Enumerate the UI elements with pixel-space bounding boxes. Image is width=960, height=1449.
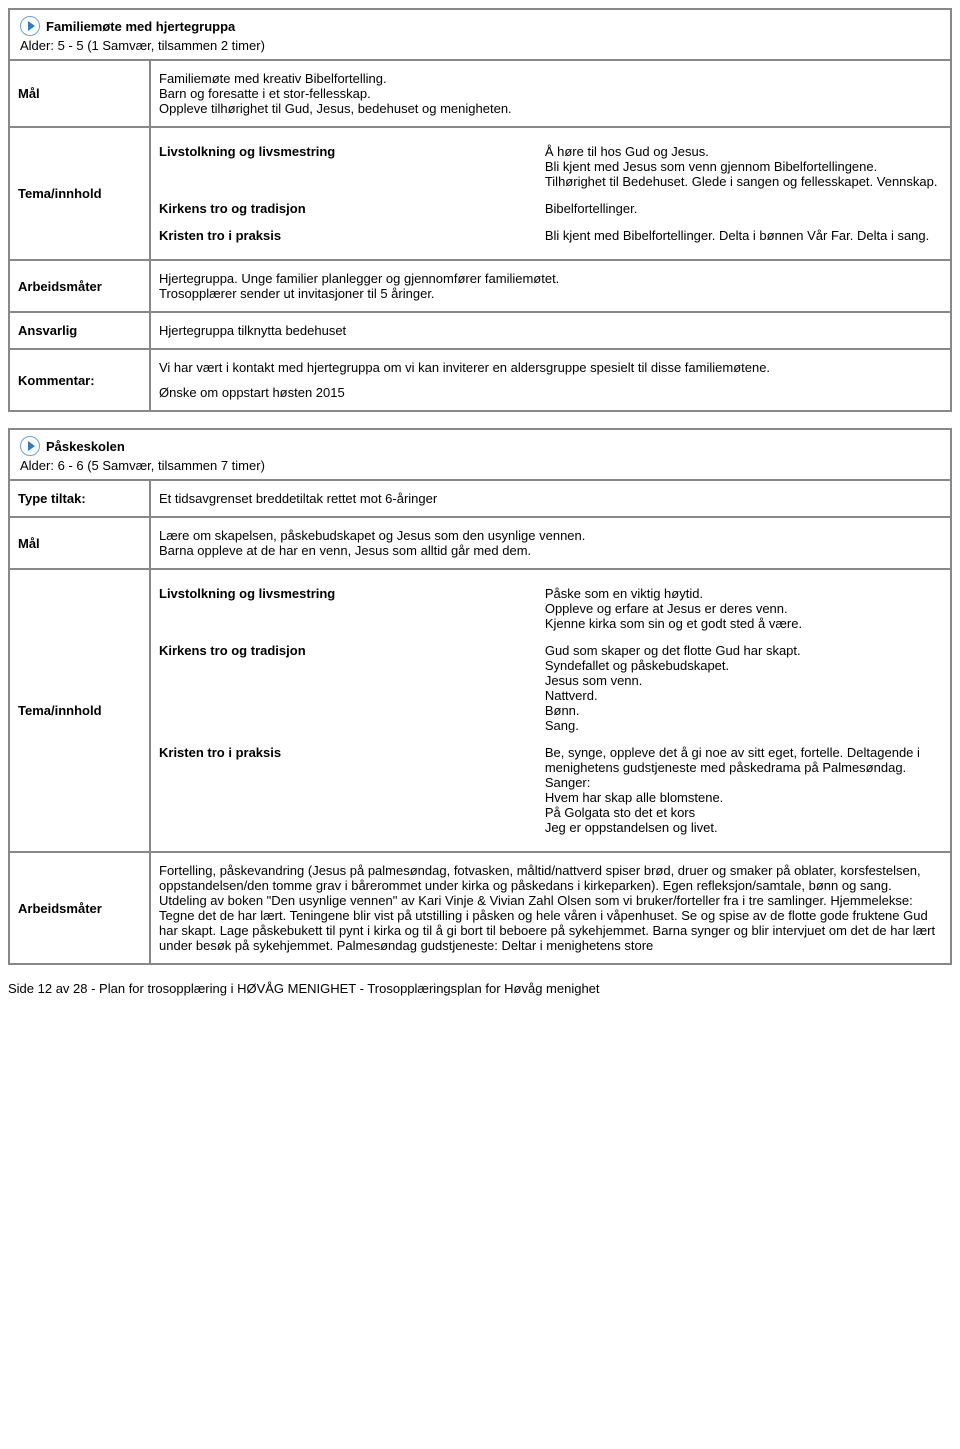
pair-left: Kristen tro i praksis: [159, 739, 535, 841]
content-mal: Familiemøte med kreativ Bibelfortelling.…: [150, 61, 950, 127]
section-header: Familiemøte med hjertegruppa Alder: 5 - …: [10, 10, 950, 61]
row-mal: Mål Lære om skapelsen, påskebudskapet og…: [10, 517, 950, 569]
label-type: Type tiltak:: [10, 481, 150, 517]
play-icon[interactable]: [20, 16, 40, 36]
row-type: Type tiltak: Et tidsavgrenset breddetilt…: [10, 481, 950, 517]
pair-right: Påske som en viktig høytid. Oppleve og e…: [535, 580, 942, 637]
section-title: Påskeskolen: [46, 439, 125, 454]
content-table: Mål Familiemøte med kreativ Bibelfortell…: [10, 61, 950, 410]
content-tema: Livstolkning og livsmestring Å høre til …: [150, 127, 950, 260]
tema-pair: Livstolkning og livsmestring Påske som e…: [159, 580, 942, 637]
pair-right: Gud som skaper og det flotte Gud har ska…: [535, 637, 942, 739]
tema-pair: Kirkens tro og tradisjon Gud som skaper …: [159, 637, 942, 739]
pair-right: Å høre til hos Gud og Jesus. Bli kjent m…: [535, 138, 942, 195]
section-familiemote: Familiemøte med hjertegruppa Alder: 5 - …: [8, 8, 952, 412]
section-title-row: Påskeskolen: [20, 436, 940, 456]
kommentar-para2: Ønske om oppstart høsten 2015: [159, 385, 942, 400]
pair-right: Bli kjent med Bibelfortellinger. Delta i…: [535, 222, 942, 249]
content-tema: Livstolkning og livsmestring Påske som e…: [150, 569, 950, 852]
row-ansvarlig: Ansvarlig Hjertegruppa tilknytta bedehus…: [10, 312, 950, 349]
section-title-row: Familiemøte med hjertegruppa: [20, 16, 940, 36]
pair-left: Kirkens tro og tradisjon: [159, 195, 535, 222]
content-ansvarlig: Hjertegruppa tilknytta bedehuset: [150, 312, 950, 349]
label-mal: Mål: [10, 61, 150, 127]
tema-pair: Kristen tro i praksis Bli kjent med Bibe…: [159, 222, 942, 249]
tema-pair: Livstolkning og livsmestring Å høre til …: [159, 138, 942, 195]
pair-left: Livstolkning og livsmestring: [159, 138, 535, 195]
content-mal: Lære om skapelsen, påskebudskapet og Jes…: [150, 517, 950, 569]
page-footer: Side 12 av 28 - Plan for trosopplæring i…: [8, 981, 952, 996]
pair-left: Livstolkning og livsmestring: [159, 580, 535, 637]
content-arbeidsmater: Hjertegruppa. Unge familier planlegger o…: [150, 260, 950, 312]
section-subtitle: Alder: 5 - 5 (1 Samvær, tilsammen 2 time…: [20, 38, 940, 53]
row-mal: Mål Familiemøte med kreativ Bibelfortell…: [10, 61, 950, 127]
label-arbeidsmater: Arbeidsmåter: [10, 852, 150, 963]
pair-left: Kristen tro i praksis: [159, 222, 535, 249]
label-tema: Tema/innhold: [10, 127, 150, 260]
label-ansvarlig: Ansvarlig: [10, 312, 150, 349]
pair-left: Kirkens tro og tradisjon: [159, 637, 535, 739]
label-arbeidsmater: Arbeidsmåter: [10, 260, 150, 312]
row-kommentar: Kommentar: Vi har vært i kontakt med hje…: [10, 349, 950, 410]
row-arbeidsmater: Arbeidsmåter Hjertegruppa. Unge familier…: [10, 260, 950, 312]
row-tema: Tema/innhold Livstolkning og livsmestrin…: [10, 569, 950, 852]
section-subtitle: Alder: 6 - 6 (5 Samvær, tilsammen 7 time…: [20, 458, 940, 473]
label-mal: Mål: [10, 517, 150, 569]
pair-right: Be, synge, oppleve det å gi noe av sitt …: [535, 739, 942, 841]
tema-pairs: Livstolkning og livsmestring Å høre til …: [159, 138, 942, 249]
row-tema: Tema/innhold Livstolkning og livsmestrin…: [10, 127, 950, 260]
label-tema: Tema/innhold: [10, 569, 150, 852]
section-paskeskolen: Påskeskolen Alder: 6 - 6 (5 Samvær, tils…: [8, 428, 952, 965]
pair-right: Bibelfortellinger.: [535, 195, 942, 222]
content-type: Et tidsavgrenset breddetiltak rettet mot…: [150, 481, 950, 517]
play-icon[interactable]: [20, 436, 40, 456]
content-table: Type tiltak: Et tidsavgrenset breddetilt…: [10, 481, 950, 963]
section-title: Familiemøte med hjertegruppa: [46, 19, 235, 34]
tema-pairs: Livstolkning og livsmestring Påske som e…: [159, 580, 942, 841]
label-kommentar: Kommentar:: [10, 349, 150, 410]
tema-pair: Kristen tro i praksis Be, synge, oppleve…: [159, 739, 942, 841]
kommentar-para1: Vi har vært i kontakt med hjertegruppa o…: [159, 360, 942, 375]
section-header: Påskeskolen Alder: 6 - 6 (5 Samvær, tils…: [10, 430, 950, 481]
content-arbeidsmater: Fortelling, påskevandring (Jesus på palm…: [150, 852, 950, 963]
tema-pair: Kirkens tro og tradisjon Bibelfortelling…: [159, 195, 942, 222]
content-kommentar: Vi har vært i kontakt med hjertegruppa o…: [150, 349, 950, 410]
row-arbeidsmater: Arbeidsmåter Fortelling, påskevandring (…: [10, 852, 950, 963]
